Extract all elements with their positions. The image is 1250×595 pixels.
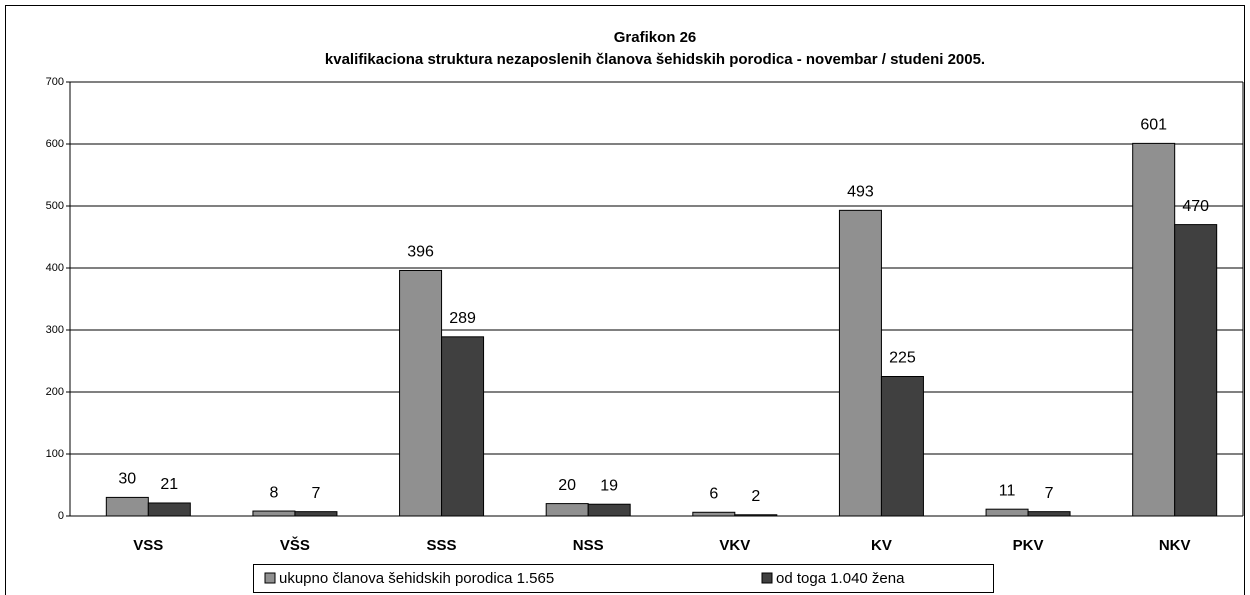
value-label: 21 (160, 476, 178, 493)
chart-frame (5, 5, 1245, 595)
value-label: 470 (1182, 198, 1209, 215)
x-tick-label: PKV (1013, 537, 1044, 554)
y-tick-label: 0 (58, 510, 64, 522)
legend-label: od toga 1.040 žena (776, 570, 905, 587)
y-tick-label: 400 (46, 262, 64, 274)
value-label: 7 (1045, 485, 1054, 502)
x-tick-label: VSS (133, 537, 163, 554)
value-label: 19 (600, 477, 618, 494)
bar (734, 514, 778, 517)
bar (105, 496, 149, 517)
value-label: 6 (709, 485, 718, 502)
y-tick-label: 200 (46, 386, 64, 398)
x-tick-label: VKV (719, 537, 750, 554)
bar (587, 503, 631, 517)
x-tick-label: NSS (573, 537, 604, 554)
y-tick-label: 700 (46, 76, 64, 88)
value-label: 11 (999, 482, 1016, 499)
bar (1174, 224, 1218, 517)
value-label: 7 (311, 485, 320, 502)
bar (1027, 511, 1071, 517)
y-tick-label: 100 (46, 448, 64, 460)
x-tick-label: KV (871, 537, 892, 554)
bar (985, 508, 1029, 517)
x-tick-label: SSS (427, 537, 457, 554)
value-label: 601 (1140, 117, 1167, 134)
bar (838, 209, 882, 517)
bar (545, 503, 589, 517)
bar (399, 269, 443, 517)
value-label: 225 (889, 350, 916, 367)
value-label: 396 (407, 244, 434, 261)
x-tick-label: NKV (1159, 537, 1191, 554)
y-tick-label: 500 (46, 200, 64, 212)
value-label: 493 (847, 184, 874, 201)
bar (147, 502, 191, 517)
legend-box (253, 564, 994, 593)
bar (1132, 142, 1176, 517)
value-label: 8 (269, 484, 278, 501)
bar (252, 510, 296, 517)
legend-label: ukupno članova šehidskih porodica 1.565 (279, 570, 554, 587)
bar (294, 511, 338, 517)
bar (692, 511, 736, 517)
chart-title: Grafikon 26 (614, 29, 697, 46)
value-label: 20 (558, 477, 576, 494)
bar (441, 336, 485, 517)
x-tick-label: VŠS (280, 536, 310, 554)
y-tick-label: 600 (46, 138, 64, 150)
legend-swatch (761, 572, 773, 584)
y-tick-label: 300 (46, 324, 64, 336)
chart-subtitle: kvalifikaciona struktura nezaposlenih čl… (325, 51, 985, 68)
bar (880, 376, 924, 517)
value-label: 30 (118, 471, 136, 488)
legend-swatch (264, 572, 276, 584)
value-label: 289 (449, 310, 476, 327)
value-label: 2 (751, 488, 760, 505)
